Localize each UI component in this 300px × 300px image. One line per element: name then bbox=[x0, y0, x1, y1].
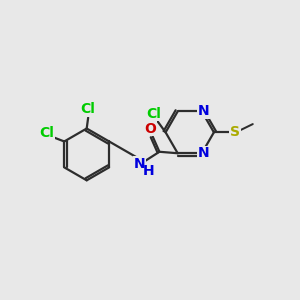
Text: Cl: Cl bbox=[39, 126, 54, 140]
Text: Cl: Cl bbox=[146, 107, 161, 121]
Text: O: O bbox=[145, 122, 157, 136]
Text: N: N bbox=[134, 157, 146, 171]
Text: S: S bbox=[230, 125, 240, 139]
Text: N: N bbox=[197, 104, 209, 118]
Text: Cl: Cl bbox=[81, 102, 96, 116]
Text: N: N bbox=[197, 146, 209, 160]
Text: H: H bbox=[143, 164, 154, 178]
